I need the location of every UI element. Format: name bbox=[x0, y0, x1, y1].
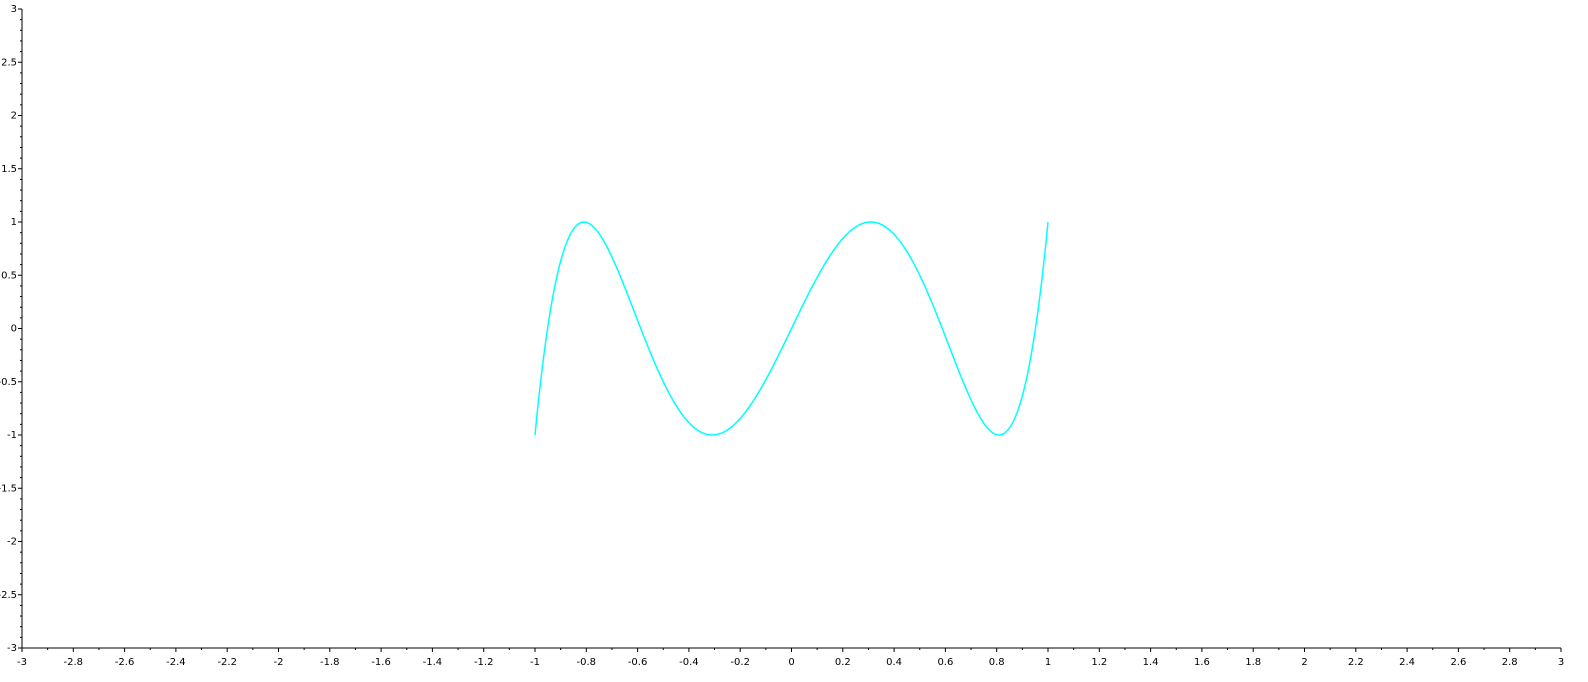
x-tick-label: -3 bbox=[17, 657, 27, 668]
x-tick-label: -1.2 bbox=[474, 657, 494, 668]
y-tick-label: 2 bbox=[11, 111, 17, 122]
x-tick-label: -1 bbox=[530, 657, 540, 668]
x-tick-label: -0.2 bbox=[730, 657, 750, 668]
y-tick-label: 3 bbox=[11, 4, 17, 15]
x-tick-label: 2.8 bbox=[1502, 657, 1518, 668]
x-tick-label: 0.2 bbox=[835, 657, 851, 668]
x-tick-label: -2.4 bbox=[166, 657, 186, 668]
x-tick-label: 2.2 bbox=[1348, 657, 1364, 668]
y-tick-label: -1.5 bbox=[0, 483, 17, 494]
x-tick-label: -2.8 bbox=[64, 657, 84, 668]
x-tick-label: 1.6 bbox=[1194, 657, 1210, 668]
y-tick-label: -2 bbox=[7, 537, 17, 548]
x-tick-label: 0.6 bbox=[937, 657, 953, 668]
x-tick-label: -0.8 bbox=[577, 657, 597, 668]
x-tick-label: -2.6 bbox=[115, 657, 135, 668]
y-tick-label: -0.5 bbox=[0, 377, 17, 388]
x-tick-label: -2.2 bbox=[217, 657, 237, 668]
x-tick-label: 1.2 bbox=[1091, 657, 1107, 668]
x-tick-label: -0.6 bbox=[628, 657, 648, 668]
x-tick-label: 2 bbox=[1301, 657, 1307, 668]
y-tick-label: -1 bbox=[7, 430, 17, 441]
y-tick-label: 1 bbox=[11, 217, 17, 228]
x-tick-label: -2 bbox=[274, 657, 284, 668]
y-tick-label: 1.5 bbox=[1, 164, 17, 175]
y-tick-label: 2.5 bbox=[1, 57, 17, 68]
x-tick-label: 0.4 bbox=[886, 657, 902, 668]
x-tick-label: 3 bbox=[1558, 657, 1564, 668]
series-group bbox=[534, 221, 1049, 436]
x-tick-label: 0 bbox=[788, 657, 794, 668]
y-tick-label: 0.5 bbox=[1, 270, 17, 281]
x-tick-label: 1.8 bbox=[1245, 657, 1261, 668]
x-tick-label: 1 bbox=[1045, 657, 1051, 668]
axes: -3 -2.8 -2.6 -2.4 -2.2 -2 -1.8 -1.6 -1.4 -1.2 -1 -0… bbox=[0, 4, 1564, 668]
x-tick-label: 2.6 bbox=[1450, 657, 1466, 668]
x-tick-label: -1.4 bbox=[423, 657, 443, 668]
x-tick-label: -1.8 bbox=[320, 657, 340, 668]
series-line bbox=[534, 221, 1049, 436]
x-tick-label: -0.4 bbox=[679, 657, 699, 668]
y-tick-label: -2.5 bbox=[0, 590, 17, 601]
x-tick-label: 2.4 bbox=[1399, 657, 1415, 668]
x-tick-label: 0.8 bbox=[989, 657, 1005, 668]
y-tick-label: 0 bbox=[11, 324, 17, 335]
x-tick-label: -1.6 bbox=[371, 657, 391, 668]
x-tick-label: 1.4 bbox=[1143, 657, 1159, 668]
y-tick-label: -3 bbox=[7, 643, 17, 654]
